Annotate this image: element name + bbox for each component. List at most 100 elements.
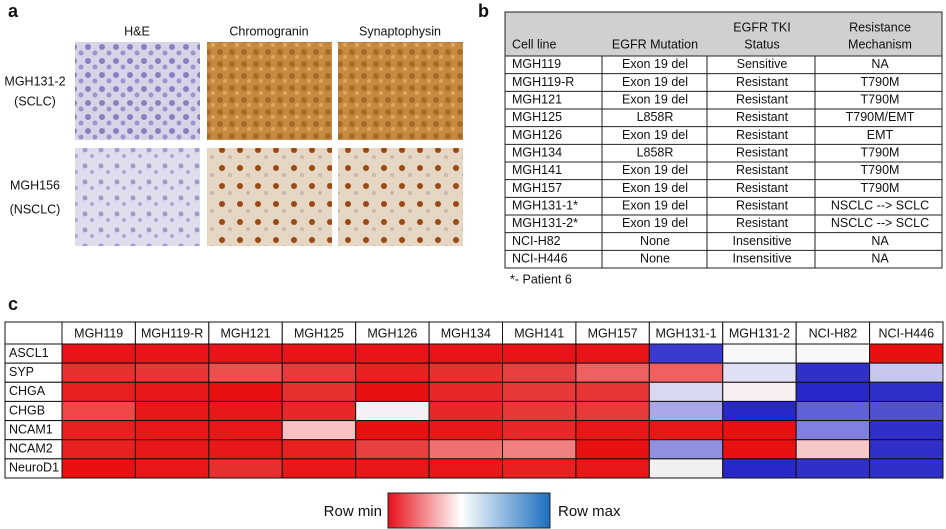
heatmap-cell	[869, 420, 944, 441]
heatmap-cell	[355, 439, 430, 460]
table-cell: MGH125	[512, 110, 562, 124]
heatmap-cell	[281, 343, 357, 364]
image-chromo-2	[207, 148, 332, 246]
table-cell: Resistant	[736, 75, 789, 89]
table-cell: MGH131-1*	[512, 198, 578, 212]
heatmap-cell	[61, 400, 136, 422]
table-cell: Resistant	[736, 198, 789, 212]
table-cell: MGH141	[512, 163, 562, 177]
image-chromo-1	[207, 42, 332, 140]
row-header: ASCL1	[9, 346, 49, 360]
heatmap-cell	[795, 381, 871, 402]
table-cell: NSCLC --> SCLC	[831, 198, 929, 212]
table-cell: NA	[871, 251, 889, 265]
table-cell: L858R	[637, 110, 674, 124]
image-synapto-1	[338, 42, 463, 140]
heatmap-cell	[355, 343, 430, 364]
heatmap-cell	[428, 362, 504, 383]
heatmap-cell	[648, 400, 724, 422]
heatmap-cell	[428, 381, 504, 402]
heatmap-cell	[61, 458, 136, 479]
column-label: Chromogranin	[229, 24, 308, 38]
colorbar	[387, 492, 551, 529]
table-cell: T790M	[861, 75, 900, 89]
legend-min: Row min	[324, 503, 382, 520]
panel-label: c	[8, 294, 18, 314]
column-header: MGH125	[294, 326, 344, 340]
heatmap-cell	[61, 381, 136, 402]
table-cell: None	[640, 234, 670, 248]
heatmap-cell	[134, 458, 210, 479]
table-cell: NCI-H82	[512, 234, 561, 248]
table-cell: T790M	[861, 92, 900, 106]
image-he-2	[75, 148, 200, 246]
heatmap-cell	[502, 381, 577, 402]
column-header: MGH131-2	[729, 326, 790, 340]
table-cell: T790M	[861, 163, 900, 177]
table-cell: Insensitive	[732, 234, 791, 248]
header-cell	[869, 321, 944, 345]
column-header: NCI-H82	[809, 326, 858, 340]
heatmap-cell	[134, 343, 210, 364]
heatmap-cell	[134, 420, 210, 441]
table-cell: Exon 19 del	[622, 92, 688, 106]
table-cell: Exon 19 del	[622, 57, 688, 71]
heatmap-cell	[575, 439, 650, 460]
heatmap-cell	[428, 458, 504, 479]
table-cell: EMT	[867, 128, 894, 142]
heatmap-cell	[61, 362, 136, 383]
column-label: Synaptophysin	[359, 24, 441, 38]
heatmap-cell	[355, 420, 430, 441]
heatmap-cell	[208, 439, 283, 460]
heatmap-cell	[281, 400, 357, 422]
table-header-bg	[505, 12, 942, 56]
column-header: MGH141	[514, 326, 564, 340]
table-cell: MGH157	[512, 181, 562, 195]
image-synapto-2	[338, 148, 463, 246]
heatmap-cell	[281, 362, 357, 383]
corner-cell	[4, 321, 63, 345]
column-header: MGH134	[441, 326, 491, 340]
column-header: MGH119	[74, 326, 123, 340]
table-cell: MGH121	[512, 92, 562, 106]
row-header: CHGB	[9, 403, 45, 417]
table-cell: Exon 19 del	[622, 75, 688, 89]
heatmap-cell	[648, 381, 724, 402]
heatmap-cell	[648, 420, 724, 441]
table-cell: T790M	[861, 145, 900, 159]
column-label: H&E	[124, 24, 150, 38]
table-cell: MGH131-2*	[512, 216, 578, 230]
image-he-1	[75, 42, 200, 140]
legend-max: Row max	[558, 503, 621, 520]
heatmap-cell	[355, 362, 430, 383]
table-cell: Insensitive	[732, 251, 791, 265]
heatmap-cell	[281, 420, 357, 441]
heatmap-cell	[428, 420, 504, 441]
heatmap-cell	[575, 458, 650, 479]
row-header: SYP	[9, 365, 34, 379]
column-header: MGH119-R	[141, 326, 203, 340]
panel-a-images	[75, 42, 463, 246]
heatmap-cell	[61, 420, 136, 441]
heatmap-cell	[722, 420, 797, 441]
heatmap-cell	[355, 381, 430, 402]
table-cell: T790M/EMT	[846, 110, 915, 124]
heatmap-cell	[869, 362, 944, 383]
heatmap-cell	[208, 381, 283, 402]
table-cell: NA	[871, 234, 889, 248]
heatmap-cell	[722, 381, 797, 402]
row-label: (NSCLC)	[10, 202, 61, 216]
panel-label: a	[8, 1, 19, 21]
table-cell: NSCLC --> SCLC	[831, 216, 929, 230]
heatmap-cell	[575, 381, 650, 402]
heatmap-cell	[869, 400, 944, 422]
table-cell: Resistant	[736, 216, 789, 230]
heatmap-cell	[575, 362, 650, 383]
heatmap-cell	[355, 458, 430, 479]
column-header: MGH121	[221, 326, 271, 340]
heatmap-cell	[281, 439, 357, 460]
heatmap-cell	[208, 362, 283, 383]
table-cell: Exon 19 del	[622, 181, 688, 195]
panel-label: b	[478, 1, 489, 21]
table-cell: T790M	[861, 181, 900, 195]
